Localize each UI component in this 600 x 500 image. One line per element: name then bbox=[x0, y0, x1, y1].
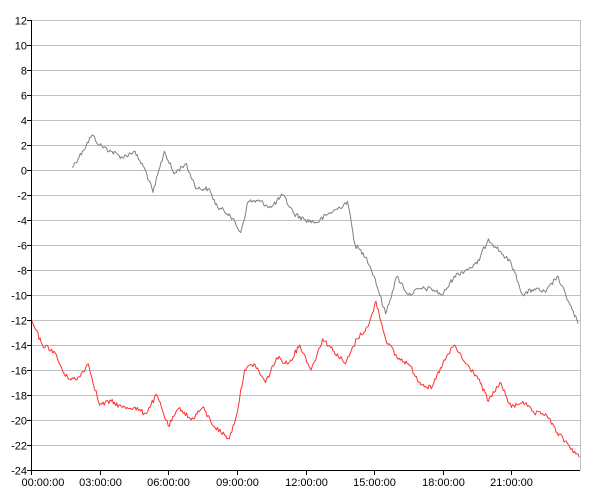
y-tick-label: 0 bbox=[21, 166, 27, 178]
y-tick-label: -12 bbox=[11, 316, 27, 328]
y-tick-label: -22 bbox=[11, 441, 27, 453]
y-tick-label: -2 bbox=[17, 191, 27, 203]
x-axis-ticks: 00:00:00 03:00:00 06:00:00 09:00:00 12:00:00… bbox=[22, 470, 533, 489]
series-line-2 bbox=[30, 300, 580, 458]
y-tick-label: -10 bbox=[11, 291, 27, 303]
x-tick-label: 18:00:00 bbox=[422, 477, 465, 489]
x-tick-label: 12:00:00 bbox=[285, 477, 328, 489]
y-tick-label: -24 bbox=[11, 466, 27, 478]
x-tick-label: 03:00:00 bbox=[79, 477, 122, 489]
y-tick-label: -16 bbox=[11, 366, 27, 378]
x-tick-label: 06:00:00 bbox=[147, 477, 190, 489]
x-tick-label: 09:00:00 bbox=[216, 477, 259, 489]
y-tick-label: -18 bbox=[11, 391, 27, 403]
x-tick-label: 00:00:00 bbox=[22, 477, 65, 489]
x-tick-label: 21:00:00 bbox=[490, 477, 533, 489]
series-line-1 bbox=[71, 134, 579, 324]
x-tick-label: 15:00:00 bbox=[353, 477, 396, 489]
y-tick-label: -8 bbox=[17, 266, 27, 278]
y-tick-label: -20 bbox=[11, 416, 27, 428]
grid-lines bbox=[31, 20, 581, 471]
y-tick-label: 10 bbox=[15, 41, 27, 53]
y-tick-label: -4 bbox=[17, 216, 27, 228]
y-tick-label: 6 bbox=[21, 91, 27, 103]
y-tick-label: 8 bbox=[21, 66, 27, 78]
y-tick-label: 12 bbox=[15, 16, 27, 28]
series-lines bbox=[30, 134, 580, 458]
axes bbox=[31, 20, 580, 474]
y-tick-label: -6 bbox=[17, 241, 27, 253]
y-tick-label: 4 bbox=[21, 116, 27, 128]
y-tick-label: -14 bbox=[11, 341, 27, 353]
y-axis-ticks: 12 10 8 6 4 2 0 -2 -4 -6 -8 -10 -12 -14 -16 -18 -20 -22 -2… bbox=[11, 16, 31, 478]
y-tick-label: 2 bbox=[21, 141, 27, 153]
